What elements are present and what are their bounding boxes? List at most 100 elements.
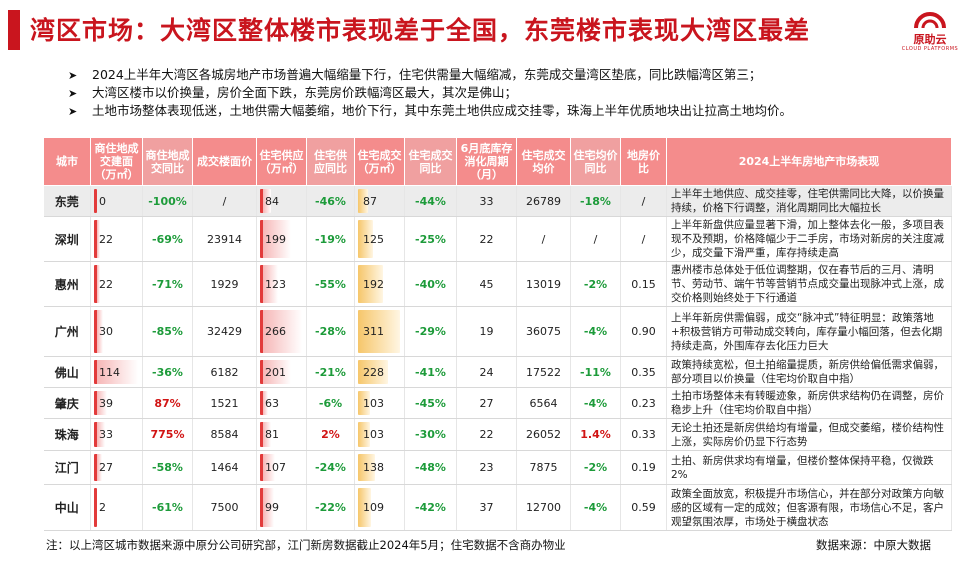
- land-yoy-cell: -36%: [142, 356, 193, 388]
- land-price-cell: 23914: [192, 216, 257, 262]
- city-cell: 珠海: [43, 418, 91, 451]
- col-header-supply-yoy: 住宅供应同比: [306, 137, 355, 186]
- value-bar: [94, 391, 108, 415]
- land-area-cell: 39: [90, 387, 143, 419]
- col-header-land-price: 成交楼面价: [192, 137, 257, 186]
- value-bar: [358, 360, 389, 384]
- value-bar: [94, 360, 138, 384]
- table-row: 惠州 22 -71% 1929 123 -55% 192 -40% 45 13019 -2% 0.15…: [43, 261, 952, 307]
- city-cell: 东莞: [43, 185, 91, 217]
- price-yoy-cell: -2%: [570, 450, 621, 485]
- supply-cell: 201: [256, 356, 307, 388]
- ratio-cell: 0.15: [620, 261, 667, 307]
- land-price-cell: 1464: [192, 450, 257, 485]
- logo: 原助云 CLOUD PLATFORMS: [897, 4, 963, 56]
- table-row: 肇庆 39 87% 1521 63 -6% 103 -45% 27 6564 -4% 0.23 土拍市场…: [43, 387, 952, 419]
- desc-cell: 上半年新盘供应量显著下滑，加上整体去化一般，多项目表现不及预期，价格降幅少于二手…: [666, 216, 952, 262]
- col-header-price-yoy: 住宅均价同比: [570, 137, 621, 186]
- logo-cloud-icon: [914, 12, 946, 29]
- col-header-land-yoy: 商住地成交同比: [142, 137, 193, 186]
- city-cell: 江门: [43, 450, 91, 485]
- desc-cell: 上半年土地供应、成交挂零，住宅供需同比大降，以价换量持续，价格下行调整，消化周期…: [666, 185, 952, 217]
- supply-yoy-cell: -19%: [306, 216, 355, 262]
- bullet-item: ➤ 大湾区楼市以价换量，房价全面下跌，东莞房价跌幅湾区最大，其次是佛山；: [68, 85, 518, 100]
- table-row: 珠海 33 775% 8584 81 2% 103 -30% 22 26052 1.4% 0.33 无论…: [43, 418, 952, 451]
- land-area-cell: 22: [90, 261, 143, 307]
- desc-cell: 政策持续宽松，但土拍缩量提质，新房供给偏低需求偏弱，部分项目以价换量（住宅均价取…: [666, 356, 952, 388]
- value-bar: [94, 189, 97, 213]
- city-cell: 肇庆: [43, 387, 91, 419]
- avg-price-cell: 13019: [516, 261, 571, 307]
- value-bar: [260, 189, 272, 213]
- land-price-cell: /: [192, 185, 257, 217]
- value-bar: [358, 391, 370, 415]
- deal-yoy-cell: -45%: [404, 387, 457, 419]
- cycle-cell: 22: [456, 216, 517, 262]
- avg-price-cell: 12700: [516, 484, 571, 531]
- city-cell: 佛山: [43, 356, 91, 388]
- price-yoy-cell: -4%: [570, 306, 621, 357]
- value-bar: [260, 310, 303, 353]
- land-yoy-cell: -58%: [142, 450, 193, 485]
- col-header-avg-price: 住宅成交均价: [516, 137, 571, 186]
- city-cell: 深圳: [43, 216, 91, 262]
- deal-cell: 138: [354, 450, 405, 485]
- deal-cell: 103: [354, 418, 405, 451]
- desc-cell: 政策全面放宽，积极提升市场信心，并在部分对政策方向敏感的区域有一定的成效；但客源…: [666, 484, 952, 531]
- land-area-cell: 0: [90, 185, 143, 217]
- deal-yoy-cell: -42%: [404, 484, 457, 531]
- land-price-cell: 32429: [192, 306, 257, 357]
- ratio-cell: 0.35: [620, 356, 667, 388]
- col-header-deal-yoy: 住宅成交同比: [404, 137, 457, 186]
- land-price-cell: 8584: [192, 418, 257, 451]
- land-price-cell: 7500: [192, 484, 257, 531]
- bullet-item: ➤ 土地市场整体表现低迷，土地供需大幅萎缩，地价下行，其中东莞土地供应成交挂零，珠…: [68, 103, 793, 118]
- land-area-cell: 33: [90, 418, 143, 451]
- table-row: 东莞 0 -100%/84 -46% 87 -44% 33 26789 -18% / 上半年土地供应…: [43, 185, 952, 217]
- cycle-cell: 37: [456, 484, 517, 531]
- price-yoy-cell: 1.4%: [570, 418, 621, 451]
- col-header-desc: 2024上半年房地产市场表现: [666, 137, 952, 186]
- deal-cell: 103: [354, 387, 405, 419]
- value-bar: [94, 488, 97, 527]
- cycle-cell: 27: [456, 387, 517, 419]
- col-header-supply: 住宅供应（万㎡）: [256, 137, 307, 186]
- supply-yoy-cell: -6%: [306, 387, 355, 419]
- deal-cell: 87: [354, 185, 405, 217]
- data-source: 数据来源：中原大数据: [816, 538, 931, 552]
- supply-cell: 84: [256, 185, 307, 217]
- land-area-cell: 2: [90, 484, 143, 531]
- title-accent: [8, 10, 20, 50]
- land-price-cell: 1929: [192, 261, 257, 307]
- land-yoy-cell: -69%: [142, 216, 193, 262]
- value-bar: [94, 454, 103, 481]
- value-bar: [260, 488, 274, 527]
- avg-price-cell: 6564: [516, 387, 571, 419]
- arrow-bullet-icon: ➤: [68, 69, 78, 82]
- deal-yoy-cell: -40%: [404, 261, 457, 307]
- land-area-cell: 22: [90, 216, 143, 262]
- supply-cell: 199: [256, 216, 307, 262]
- city-cell: 惠州: [43, 261, 91, 307]
- deal-yoy-cell: -29%: [404, 306, 457, 357]
- deal-yoy-cell: -44%: [404, 185, 457, 217]
- avg-price-cell: /: [516, 216, 571, 262]
- logo-subtext: CLOUD PLATFORMS: [901, 46, 959, 52]
- ratio-cell: /: [620, 216, 667, 262]
- avg-price-cell: 26052: [516, 418, 571, 451]
- supply-cell: 99: [256, 484, 307, 531]
- table-row: 广州 30 -85% 32429 266 -28% 311 -29% 19 36075 -4% 0.9…: [43, 306, 952, 357]
- supply-cell: 107: [256, 450, 307, 485]
- summary-bullets: ➤ 2024上半年大湾区各城房地产市场普遍大幅缩量下行，住宅供需量大幅缩减，东莞成…: [68, 66, 948, 120]
- deal-cell: 192: [354, 261, 405, 307]
- land-yoy-cell: -71%: [142, 261, 193, 307]
- desc-cell: 土拍市场整体未有转暖迹象，新房供求结构仍在调整，房价稳步上升（住宅均价取自中指）: [666, 387, 952, 419]
- market-table: 城市 商住地成交建面（万㎡） 商住地成交同比 成交楼面价 住宅供应（万㎡） 住宅…: [43, 137, 952, 531]
- land-area-cell: 30: [90, 306, 143, 357]
- land-yoy-cell: 775%: [142, 418, 193, 451]
- table-row: 佛山 114 -36% 6182 201 -21% 228 -41% 24 17522 -11% 0.…: [43, 356, 952, 388]
- price-yoy-cell: -18%: [570, 185, 621, 217]
- land-yoy-cell: 87%: [142, 387, 193, 419]
- deal-cell: 109: [354, 484, 405, 531]
- price-yoy-cell: -2%: [570, 261, 621, 307]
